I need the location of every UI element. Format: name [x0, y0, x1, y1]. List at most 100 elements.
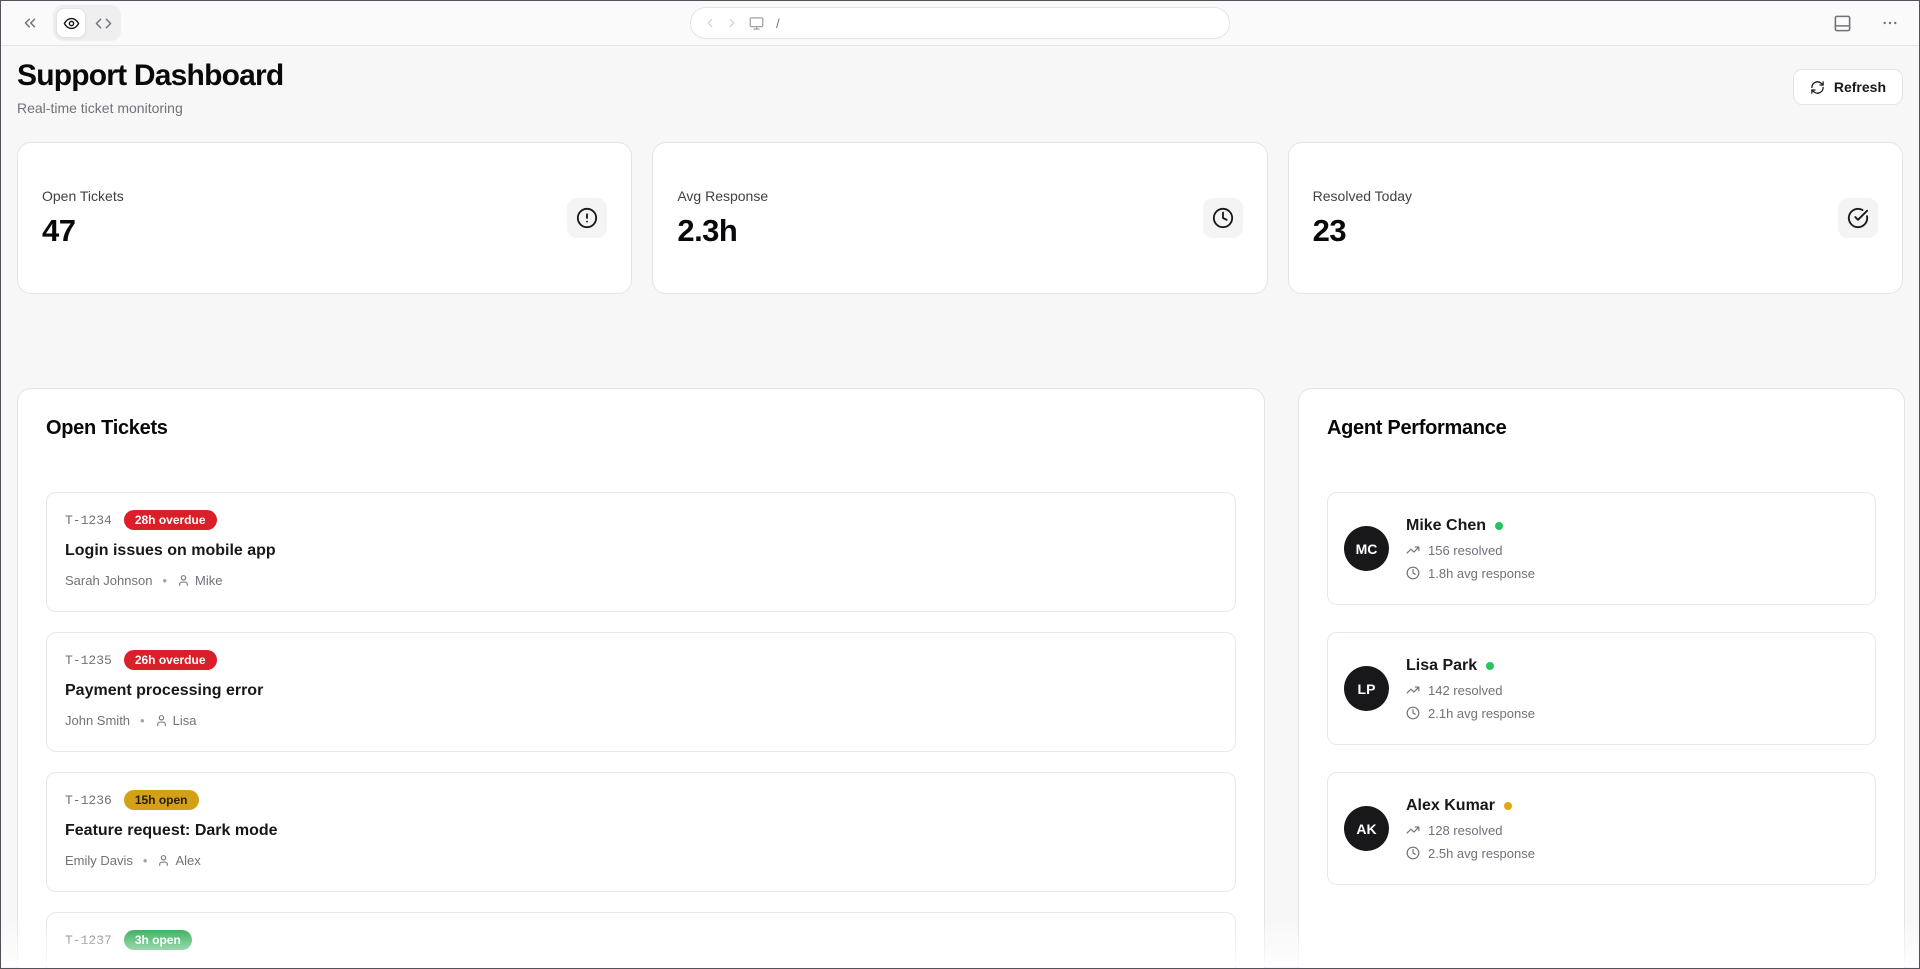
refresh-button-label: Refresh — [1833, 79, 1886, 95]
check-circle-icon — [1837, 198, 1878, 238]
agent-avg-response-text: 2.5h avg response — [1428, 845, 1535, 861]
ticket-meta: John Smith • Lisa — [65, 713, 1217, 728]
url-path: / — [776, 15, 780, 31]
ticket-id: T-1235 — [65, 652, 112, 668]
toggle-console-button[interactable] — [1827, 8, 1857, 38]
preview-toolbar: / — [1, 1, 1919, 46]
monitor-icon — [749, 16, 764, 31]
ticket-id: T-1237 — [65, 932, 112, 948]
agent-name: Alex Kumar — [1406, 796, 1495, 814]
agent-list: MC Mike Chen 156 resolved — [1327, 492, 1876, 885]
status-dot — [1486, 661, 1495, 670]
stat-label: Avg Response — [677, 187, 769, 204]
stat-card-resolved-today: Resolved Today 23 — [1287, 142, 1903, 294]
user-icon — [177, 574, 190, 587]
ticket-status-badge: 3h open — [123, 930, 192, 950]
code-icon — [95, 15, 112, 32]
ticket-card[interactable]: T-1237 3h open — [46, 912, 1236, 968]
ticket-card[interactable]: T-1235 26h overdue Payment processing er… — [46, 632, 1236, 752]
ticket-status-badge: 15h open — [123, 790, 199, 810]
agent-performance-panel: Agent Performance MC Mike Chen — [1298, 388, 1905, 968]
stat-card-open-tickets: Open Tickets 47 — [17, 142, 633, 294]
ticket-list: T-1234 28h overdue Login issues on mobil… — [46, 492, 1236, 968]
clock-icon — [1406, 846, 1420, 860]
ticket-id: T-1236 — [65, 792, 112, 808]
ticket-status-badge: 28h overdue — [123, 510, 217, 530]
agent-avg-response: 2.1h avg response — [1406, 706, 1535, 721]
stat-value: 23 — [1312, 212, 1347, 248]
clock-icon — [1406, 706, 1420, 720]
code-mode-button[interactable] — [88, 8, 118, 38]
ticket-title: Feature request: Dark mode — [65, 822, 278, 839]
ticket-id: T-1234 — [65, 512, 112, 528]
agent-name: Lisa Park — [1406, 656, 1478, 674]
ticket-requester: John Smith — [65, 713, 131, 728]
stat-label: Resolved Today — [1312, 187, 1413, 204]
ticket-assignee: Alex — [175, 853, 201, 868]
alert-circle-icon — [567, 198, 608, 238]
url-bar[interactable]: / — [690, 7, 1230, 39]
status-dot — [1503, 801, 1512, 810]
trending-up-icon — [1406, 823, 1420, 837]
agent-avg-response-text: 2.1h avg response — [1428, 705, 1535, 721]
agent-card: LP Lisa Park 142 resolved — [1327, 632, 1876, 745]
ticket-meta: Emily Davis • Alex — [65, 853, 1217, 868]
preview-mode-button[interactable] — [56, 8, 86, 38]
open-tickets-panel-title: Open Tickets — [46, 417, 168, 439]
page-header: Support Dashboard Real-time ticket monit… — [17, 46, 1903, 116]
more-options-button[interactable] — [1875, 8, 1905, 38]
agent-resolved-text: 128 resolved — [1428, 822, 1503, 838]
agent-card: AK Alex Kumar 128 resolved — [1327, 772, 1876, 885]
avatar: LP — [1344, 666, 1389, 711]
collapse-panel-button[interactable] — [15, 8, 45, 38]
panels-row: Open Tickets T-1234 28h overdue Login is… — [17, 388, 1905, 968]
meta-separator: • — [142, 853, 148, 868]
agent-resolved: 156 resolved — [1406, 543, 1535, 558]
agent-avg-response: 2.5h avg response — [1406, 846, 1535, 861]
user-icon — [155, 714, 168, 727]
eye-icon — [63, 15, 80, 32]
agent-performance-panel-title: Agent Performance — [1327, 417, 1507, 439]
dashboard-content: Support Dashboard Real-time ticket monit… — [1, 46, 1919, 968]
agent-resolved: 128 resolved — [1406, 823, 1535, 838]
agent-name: Mike Chen — [1406, 516, 1487, 534]
trending-up-icon — [1406, 543, 1420, 557]
panel-bottom-icon — [1833, 14, 1852, 33]
ticket-meta: Sarah Johnson • Mike — [65, 573, 1217, 588]
stat-value: 2.3h — [677, 212, 738, 248]
agent-avg-response: 1.8h avg response — [1406, 566, 1535, 581]
chevrons-left-icon — [21, 14, 39, 32]
clock-icon — [1202, 198, 1243, 238]
stat-value: 47 — [42, 212, 76, 248]
forward-button[interactable] — [725, 16, 739, 30]
back-button[interactable] — [703, 16, 717, 30]
status-dot — [1495, 521, 1504, 530]
avatar: MC — [1344, 526, 1389, 571]
ticket-assignee: Lisa — [172, 713, 197, 728]
stats-row: Open Tickets 47 Avg Response 2.3h Reso — [17, 142, 1903, 294]
agent-resolved: 142 resolved — [1406, 683, 1535, 698]
ticket-requester: Emily Davis — [65, 853, 133, 868]
clock-icon — [1406, 566, 1420, 580]
view-mode-toggle — [53, 5, 121, 41]
page-title: Support Dashboard — [17, 59, 284, 92]
meta-separator: • — [162, 573, 168, 588]
ticket-card[interactable]: T-1236 15h open Feature request: Dark mo… — [46, 772, 1236, 892]
ticket-requester: Sarah Johnson — [65, 573, 153, 588]
chevron-left-icon — [707, 18, 713, 28]
ellipsis-icon — [1881, 14, 1899, 32]
agent-card: MC Mike Chen 156 resolved — [1327, 492, 1876, 605]
page-subtitle: Real-time ticket monitoring — [17, 100, 183, 116]
ticket-card[interactable]: T-1234 28h overdue Login issues on mobil… — [46, 492, 1236, 612]
refresh-button[interactable]: Refresh — [1792, 69, 1903, 105]
ticket-assignee: Mike — [195, 573, 223, 588]
user-icon — [157, 854, 170, 867]
ticket-status-badge: 26h overdue — [123, 650, 217, 670]
trending-up-icon — [1406, 683, 1420, 697]
stat-card-avg-response: Avg Response 2.3h — [652, 142, 1268, 294]
agent-avg-response-text: 1.8h avg response — [1428, 565, 1535, 581]
refresh-icon — [1810, 80, 1825, 95]
stat-label: Open Tickets — [42, 187, 124, 204]
agent-resolved-text: 156 resolved — [1428, 542, 1503, 558]
